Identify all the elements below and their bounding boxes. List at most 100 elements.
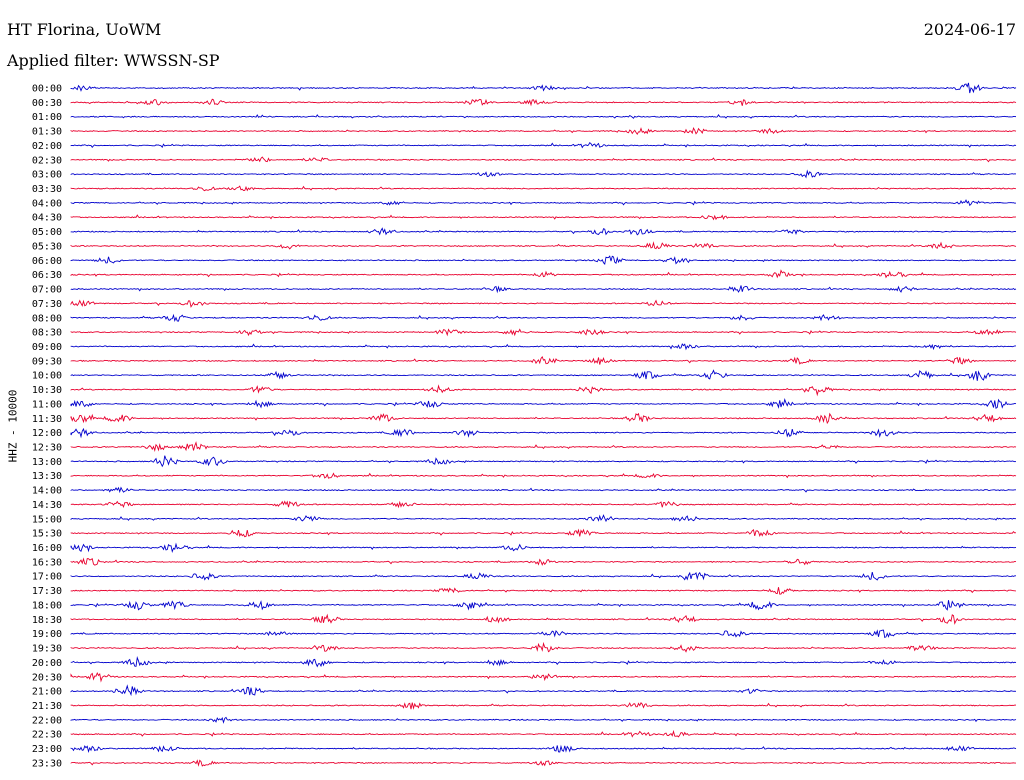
time-tick-label: 13:30: [32, 471, 62, 482]
time-tick-label: 16:00: [32, 543, 62, 554]
seismic-trace: [70, 486, 1017, 494]
time-tick-label: 02:00: [32, 141, 62, 152]
time-tick-label: 12:30: [32, 443, 62, 454]
seismic-trace: [70, 542, 1017, 554]
time-tick-label: 20:00: [32, 658, 62, 669]
time-tick-label: 04:30: [32, 213, 62, 224]
seismic-trace: [70, 514, 1017, 523]
seismic-trace: [70, 528, 1017, 538]
time-tick-label: 01:30: [32, 127, 62, 138]
seismic-trace: [70, 701, 1017, 710]
seismic-trace: [70, 98, 1017, 107]
time-tick-label: 15:30: [32, 529, 62, 540]
seismic-trace: [70, 285, 1017, 294]
time-tick-label: 23:30: [32, 758, 62, 769]
time-tick-label: 03:00: [32, 170, 62, 181]
time-tick-label: 16:30: [32, 557, 62, 568]
seismic-trace: [70, 141, 1017, 149]
seismic-trace: [70, 455, 1017, 468]
time-tick-label: 21:30: [32, 701, 62, 712]
seismic-trace: [70, 641, 1017, 653]
time-tick-label: 08:00: [32, 313, 62, 324]
seismic-trace: [70, 684, 1017, 697]
seismic-trace: [70, 214, 1017, 221]
time-tick-label: 09:30: [32, 356, 62, 367]
station-title: HT Florina, UoWM: [7, 20, 162, 39]
seismic-trace: [70, 343, 1017, 351]
seismic-trace: [70, 113, 1017, 119]
seismic-trace: [70, 241, 1017, 250]
time-tick-label: 22:00: [32, 715, 62, 726]
time-tick-label: 10:00: [32, 371, 62, 382]
seismic-trace: [70, 600, 1017, 611]
time-tick-label: 01:00: [32, 112, 62, 123]
seismic-trace: [70, 629, 1017, 639]
time-tick-label: 13:00: [32, 457, 62, 468]
time-tick-label: 00:30: [32, 98, 62, 109]
time-tick-label: 04:00: [32, 198, 62, 209]
time-tick-label: 03:30: [32, 184, 62, 195]
seismic-trace: [70, 427, 1017, 439]
seismic-trace: [70, 729, 1017, 738]
time-tick-label: 14:30: [32, 500, 62, 511]
date-label: 2024-06-17: [923, 20, 1016, 39]
seismic-trace: [70, 156, 1017, 163]
seismic-trace: [70, 328, 1017, 337]
time-tick-label: 09:00: [32, 342, 62, 353]
seismic-trace: [70, 299, 1017, 308]
time-tick-label: 18:00: [32, 600, 62, 611]
time-tick-label: 17:30: [32, 586, 62, 597]
time-tick-label: 07:30: [32, 299, 62, 310]
time-tick-label: 05:00: [32, 227, 62, 238]
time-tick-label: 20:30: [32, 672, 62, 683]
time-tick-label: 21:00: [32, 687, 62, 698]
seismic-trace: [70, 656, 1017, 668]
time-tick-label: 06:00: [32, 256, 62, 267]
seismic-trace: [70, 472, 1017, 479]
time-tick-label: 14:00: [32, 486, 62, 497]
seismic-trace: [70, 169, 1017, 179]
time-tick-label: 22:30: [32, 730, 62, 741]
seismic-trace: [70, 759, 1017, 767]
seismic-trace: [70, 441, 1017, 452]
seismic-trace: [70, 613, 1017, 625]
filter-label: Applied filter: WWSSN-SP: [7, 51, 220, 70]
time-tick-label: 11:00: [32, 399, 62, 410]
time-tick-label: 19:30: [32, 644, 62, 655]
seismic-trace: [70, 82, 1017, 94]
seismic-trace: [70, 557, 1017, 566]
seismic-trace: [70, 384, 1017, 397]
seismic-trace: [70, 269, 1017, 279]
seismic-trace: [70, 571, 1017, 581]
time-tick-label: 02:30: [32, 155, 62, 166]
seismic-trace: [70, 227, 1017, 236]
time-tick-label: 00:00: [32, 84, 62, 95]
time-tick-label: 07:00: [32, 285, 62, 296]
seismic-trace: [70, 185, 1017, 192]
time-tick-label: 15:00: [32, 514, 62, 525]
time-tick-label: 06:30: [32, 270, 62, 281]
time-tick-label: 11:30: [32, 414, 62, 425]
seismic-trace: [70, 255, 1017, 265]
seismic-trace: [70, 412, 1017, 425]
seismic-trace: [70, 126, 1017, 136]
seismic-trace: [70, 500, 1017, 509]
seismic-trace: [70, 369, 1017, 381]
time-tick-label: 18:30: [32, 615, 62, 626]
seismic-trace: [70, 199, 1017, 207]
seismic-trace: [70, 744, 1017, 754]
time-tick-label: 12:00: [32, 428, 62, 439]
time-tick-label: 08:30: [32, 328, 62, 339]
seismic-trace: [70, 313, 1017, 323]
time-tick-label: 19:00: [32, 629, 62, 640]
time-tick-label: 23:00: [32, 744, 62, 755]
time-tick-label: 17:00: [32, 572, 62, 583]
seismic-trace: [70, 397, 1017, 410]
time-tick-label: 05:30: [32, 241, 62, 252]
seismic-trace: [70, 672, 1017, 683]
time-tick-label: 10:30: [32, 385, 62, 396]
seismic-trace: [70, 716, 1017, 724]
seismic-trace: [70, 355, 1017, 365]
seismic-trace: [70, 587, 1017, 595]
